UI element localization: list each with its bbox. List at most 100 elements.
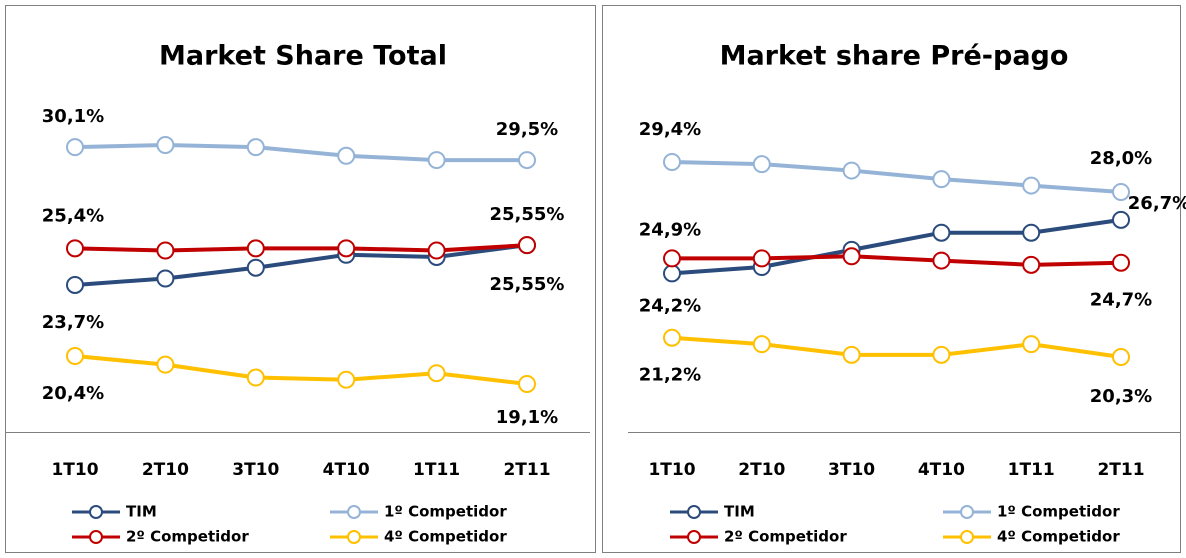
point	[156, 136, 175, 154]
point	[66, 138, 84, 157]
point	[66, 239, 84, 258]
point	[663, 153, 681, 171]
legend-marker	[89, 505, 103, 519]
point	[156, 355, 175, 374]
legend-label: TIM	[724, 503, 755, 521]
series-line	[671, 160, 1122, 194]
point	[427, 241, 446, 260]
series-line	[74, 142, 527, 163]
x-tick-label: 1T11	[413, 460, 460, 480]
x-tick-label: 2T11	[503, 460, 550, 480]
data-label: 21,2%	[639, 365, 701, 386]
point	[66, 347, 84, 366]
legend-label: 4º Competidor	[384, 528, 507, 546]
point	[156, 241, 175, 260]
point	[1022, 176, 1041, 195]
point	[246, 258, 265, 277]
legend-label: TIM	[126, 503, 157, 521]
x-tick-label: 1T10	[648, 460, 695, 480]
x-tick-label: 3T10	[232, 460, 279, 480]
point	[752, 335, 771, 354]
point	[663, 264, 681, 283]
data-label: 25,4%	[42, 205, 104, 226]
x-tick-label: 4T10	[323, 460, 370, 480]
point	[842, 247, 861, 266]
data-label: 24,2%	[639, 295, 701, 316]
point	[337, 239, 356, 258]
data-label: 30,1%	[42, 106, 104, 127]
point	[752, 249, 771, 268]
series-line	[74, 243, 528, 253]
point	[842, 161, 861, 180]
point	[246, 239, 265, 258]
point	[752, 155, 771, 174]
legend-label: 1º Competidor	[384, 503, 507, 521]
x-tick-label: 2T10	[142, 460, 189, 480]
legend-label: 4º Competidor	[997, 528, 1120, 546]
data-label: 29,4%	[639, 119, 701, 140]
data-label: 20,3%	[1090, 386, 1152, 407]
point	[518, 236, 536, 255]
data-label: 25,55%	[490, 274, 565, 295]
point	[932, 251, 951, 270]
legend-marker	[687, 530, 701, 544]
series-line	[671, 335, 1122, 359]
point	[246, 368, 265, 387]
chart-title: Market Share Total	[159, 41, 447, 72]
legend-marker	[347, 530, 361, 544]
point	[427, 151, 446, 170]
point	[246, 138, 265, 157]
point	[1112, 183, 1130, 201]
point	[932, 223, 951, 242]
point	[1112, 253, 1130, 272]
data-label: 25,55%	[490, 204, 565, 225]
data-label: 19,1%	[496, 407, 558, 428]
point	[337, 146, 356, 165]
series-line	[74, 354, 528, 386]
x-tick-label: 3T10	[828, 460, 875, 480]
point	[518, 151, 536, 170]
point	[337, 370, 356, 389]
legend-marker	[347, 505, 361, 519]
legend-marker	[89, 530, 103, 544]
series-line	[671, 217, 1122, 276]
legend-label: 2º Competidor	[126, 528, 249, 546]
legend-label: 2º Competidor	[724, 528, 847, 546]
point	[932, 345, 951, 364]
point	[663, 249, 681, 268]
x-tick-label: 2T10	[738, 460, 785, 480]
data-label: 26,7%	[1128, 193, 1186, 214]
legend-marker	[960, 530, 974, 544]
data-label: 24,9%	[639, 219, 701, 240]
point	[518, 375, 536, 393]
series-line	[74, 243, 528, 287]
legend-label: 1º Competidor	[997, 503, 1120, 521]
data-label: 23,7%	[42, 312, 104, 333]
point	[1022, 223, 1041, 242]
x-tick-label: 1T10	[51, 460, 98, 480]
series-line	[672, 254, 1122, 267]
x-tick-label: 4T10	[918, 460, 965, 480]
point	[842, 345, 861, 364]
legend-marker	[687, 505, 701, 519]
data-label: 28,0%	[1090, 148, 1152, 169]
data-label: 20,4%	[42, 383, 104, 404]
x-tick-label: 1T11	[1008, 460, 1055, 480]
point	[1112, 210, 1130, 229]
point	[932, 170, 951, 189]
x-tick-label: 2T11	[1097, 460, 1144, 480]
panel-frame	[602, 5, 1181, 553]
point	[1022, 335, 1041, 354]
point	[66, 275, 84, 294]
point	[427, 364, 446, 383]
legend-marker	[960, 505, 974, 519]
point	[663, 328, 681, 347]
chart-title: Market share Pré-pago	[720, 41, 1069, 72]
point	[156, 269, 175, 288]
data-label: 29,5%	[496, 119, 558, 140]
data-label: 24,7%	[1090, 290, 1152, 311]
point	[1112, 348, 1130, 366]
point	[1022, 255, 1041, 274]
panel-frame	[5, 5, 596, 553]
